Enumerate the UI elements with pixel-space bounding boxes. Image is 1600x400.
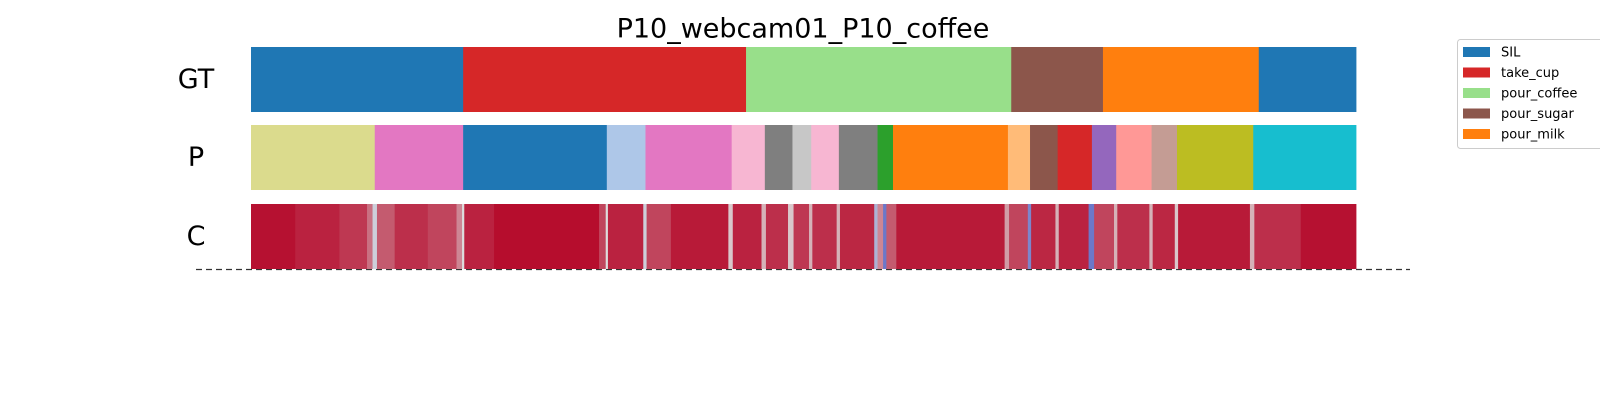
segment [1116, 125, 1152, 190]
segment [1030, 125, 1059, 190]
segment [838, 125, 878, 190]
segment [670, 204, 729, 269]
segment [877, 125, 894, 190]
segment [1174, 204, 1179, 269]
segment [1088, 204, 1095, 269]
segment [1011, 47, 1104, 112]
legend-label: pour_coffee [1501, 87, 1577, 102]
segment [251, 125, 376, 190]
segment [836, 204, 841, 269]
segment [732, 204, 762, 269]
segment [792, 125, 812, 190]
segment [1151, 125, 1178, 190]
segment [462, 204, 465, 269]
segment [1254, 204, 1302, 269]
segment [746, 47, 1012, 112]
segment [1176, 125, 1254, 190]
segment [896, 204, 1006, 269]
segment [877, 204, 884, 269]
segment [883, 204, 887, 269]
segment [1055, 204, 1060, 269]
segment [463, 125, 608, 190]
segment [1004, 204, 1010, 269]
legend-swatch [1463, 88, 1490, 98]
row-label: GT [178, 64, 215, 95]
legend-swatch [1463, 108, 1490, 119]
segment [893, 125, 1009, 190]
segment [1009, 204, 1029, 269]
segment [1249, 204, 1255, 269]
segment [372, 204, 378, 269]
segment [394, 204, 429, 269]
legend-frame [1457, 39, 1600, 149]
segment [839, 204, 875, 269]
segment [1178, 204, 1251, 269]
segment [339, 204, 368, 269]
segment [765, 204, 789, 269]
segment [811, 125, 840, 190]
segment [464, 204, 495, 269]
legend-label: take_cup [1501, 66, 1559, 81]
segment [1253, 125, 1357, 190]
segment [761, 204, 767, 269]
segment [1091, 125, 1117, 190]
segment [1117, 204, 1150, 269]
segment [463, 47, 747, 112]
segment [1102, 47, 1260, 112]
segment [606, 125, 646, 190]
segment [251, 47, 464, 112]
chart-title: P10_webcam01_P10_coffee [617, 14, 990, 45]
legend-swatch [1463, 129, 1490, 139]
legend-swatch [1463, 67, 1490, 78]
segment [1152, 204, 1176, 269]
legend-swatch [1463, 47, 1490, 57]
segment [376, 204, 396, 269]
segment [788, 204, 794, 269]
segment [251, 204, 296, 269]
segment [374, 125, 464, 190]
segment [1057, 125, 1093, 190]
segment [874, 204, 878, 269]
segment [646, 204, 672, 269]
segment [367, 204, 373, 269]
segment [643, 204, 647, 269]
row-label: P [188, 142, 204, 173]
segment [812, 204, 838, 269]
segment [605, 204, 609, 269]
segment [607, 204, 644, 269]
segment [599, 204, 607, 269]
segment [1300, 204, 1357, 269]
legend: SIL take_cup pour_coffee pour_sugar pour_mil… [1457, 39, 1600, 149]
segment [1058, 204, 1089, 269]
segment [764, 125, 793, 190]
segment [793, 204, 810, 269]
legend-label: SIL [1501, 46, 1521, 61]
segment [295, 204, 340, 269]
segment [494, 204, 600, 269]
legend-label: pour_sugar [1501, 107, 1575, 122]
segment [1114, 204, 1118, 269]
segment [456, 204, 463, 269]
segment [1149, 204, 1154, 269]
segment [427, 204, 457, 269]
segment [645, 125, 733, 190]
segment [1007, 125, 1031, 190]
segment [886, 204, 897, 269]
segment [728, 204, 734, 269]
row-label: C [187, 221, 206, 252]
segment [809, 204, 813, 269]
segment [1031, 204, 1056, 269]
segment [1258, 47, 1357, 112]
segment [1027, 204, 1032, 269]
segment [731, 125, 766, 190]
segment [1094, 204, 1115, 269]
legend-label: pour_milk [1501, 128, 1565, 143]
